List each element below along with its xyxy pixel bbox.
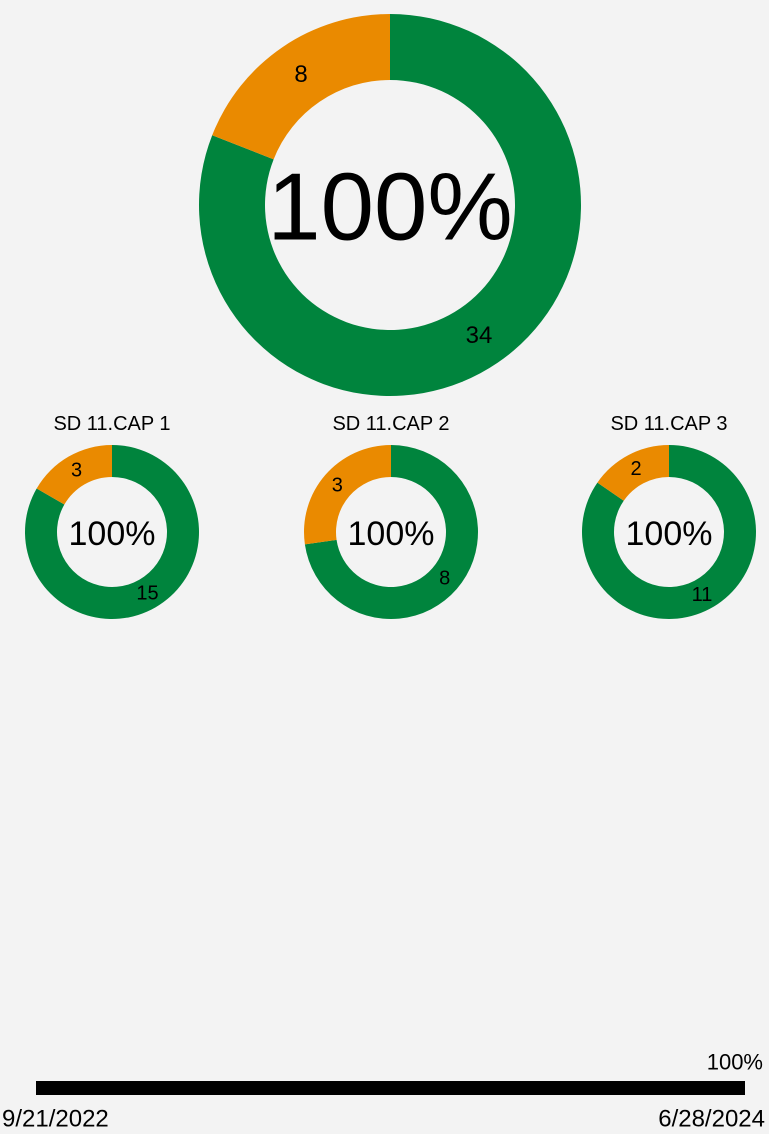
segment-label: 3 xyxy=(332,475,343,497)
donut-segment xyxy=(304,445,478,620)
segment-label: 2 xyxy=(630,458,641,480)
donut-segment xyxy=(303,445,391,545)
segment-label: 3 xyxy=(71,460,82,482)
donut-segment xyxy=(24,445,200,619)
center-label: 100% xyxy=(69,515,156,553)
donut-segment xyxy=(597,445,669,501)
progress-label: 100% xyxy=(707,1050,763,1075)
donut-segment xyxy=(198,14,581,396)
donut-segment xyxy=(212,14,390,160)
end-date: 6/28/2024 xyxy=(658,1106,765,1133)
center-label: 100% xyxy=(348,515,435,553)
segment-label: 11 xyxy=(692,584,713,606)
start-date: 9/21/2022 xyxy=(2,1106,109,1133)
center-label: 100% xyxy=(267,154,513,261)
segment-label: 8 xyxy=(294,61,307,88)
segment-label: 15 xyxy=(136,582,158,604)
segment-label: 8 xyxy=(439,567,450,589)
segment-label: 34 xyxy=(466,322,493,349)
donut-title: SD 11.CAP 1 xyxy=(53,413,170,435)
donut-title: SD 11.CAP 2 xyxy=(332,413,449,435)
donut-segment xyxy=(581,445,756,619)
donut-segment xyxy=(36,445,112,505)
donut-title: SD 11.CAP 3 xyxy=(610,413,727,435)
progress-bar xyxy=(36,1081,745,1095)
center-label: 100% xyxy=(626,515,713,553)
